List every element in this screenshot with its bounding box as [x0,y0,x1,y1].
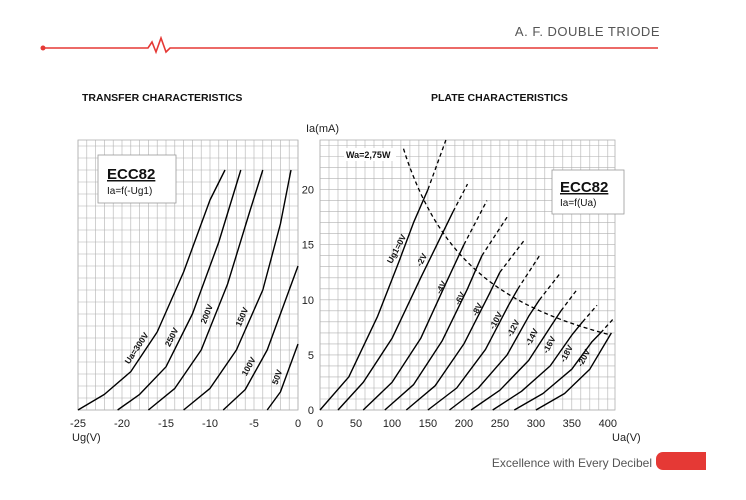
transfer-curve [266,343,299,411]
plate-y-tick: 10 [302,295,314,307]
power-label-box [344,148,396,161]
plate-curve [384,255,483,411]
plate-curve-label: -18V [558,343,575,364]
transfer-curves [77,169,299,411]
plate-x-tick: 150 [419,418,437,430]
pulse-line [42,36,658,55]
plate-curve [513,332,602,411]
plate-dashed-extension [538,271,562,301]
plate-curve [337,211,454,411]
plate-x-tick: 200 [455,418,473,430]
plate-curve-labels: Ug1=0V -2V-4V-6V-8V-10V -12V -14V -16V -18V -2… [385,232,593,368]
transfer-curve-label: 250V [163,326,181,349]
plate-chart-title: PLATE CHARACTERISTICS [431,92,568,104]
transfer-x-tick: -10 [202,418,218,430]
plate-x-tick: 50 [350,418,362,430]
transfer-curve [183,169,292,411]
transfer-x-tick: -15 [158,418,174,430]
transfer-curve [77,169,226,411]
plate-x-tick: 0 [317,418,323,430]
plate-y-tick: 20 [302,185,314,197]
footer-tagline: Excellence with Every Decibel [491,456,652,470]
plate-tick-labels: 0 50 100 150 200 250 300 350 400 0 5 10 15 20 [302,185,617,430]
plate-curve [319,189,429,411]
transfer-x-axis-title: Ug(V) [72,432,101,444]
transfer-chart-title: TRANSFER CHARACTERISTICS [82,92,243,104]
transfer-x-tick: 0 [295,418,301,430]
plate-curve [535,332,613,411]
plate-curve-label: Ug1=0V [385,232,409,265]
plate-curve-label: -10V [487,310,504,331]
plate-curve [492,321,584,411]
power-curve-label: Wa=2,75W [346,150,391,160]
plate-curve [449,299,541,411]
header-title: A. F. DOUBLE TRIODE [514,24,660,39]
plate-dashed-extension [600,318,615,334]
plate-curves [319,189,613,411]
plate-dashed-extension [517,255,541,290]
transfer-box-subtitle: Ia=f(-Ug1) [107,186,152,197]
transfer-x-tick: -5 [249,418,259,430]
plate-curve-label: -12V [504,318,521,339]
plate-x-tick: 100 [383,418,401,430]
plate-curve [362,244,465,411]
pulse-dot [40,45,46,51]
transfer-curve [147,169,264,411]
transfer-curve [222,265,299,411]
plate-dashed-extension [560,288,579,312]
plate-curve [427,288,519,411]
plate-y-tick: 0 [308,405,314,417]
plate-dashed-extension [463,200,488,246]
plate-box-title: ECC82 [560,179,608,196]
plate-curve [470,310,562,411]
plate-x-tick: 350 [563,418,581,430]
transfer-x-tick: -20 [114,418,130,430]
plate-dashed-extension [481,216,508,257]
transfer-curve [117,169,242,411]
plate-y-axis-title: Ia(mA) [306,123,339,135]
plate-curve [405,271,501,411]
plate-power-curve [402,148,608,335]
plate-dashed-extension [452,183,469,212]
plate-box-subtitle: Ia=f(Ua) [560,198,596,209]
plate-x-tick: 300 [527,418,545,430]
plate-dashed-extension [582,304,598,323]
transfer-tick-labels: -25 -20 -15 -10 -5 0 [70,418,301,430]
transfer-curve-label: 50V [270,368,285,386]
plate-x-tick: 250 [491,418,509,430]
transfer-x-tick: -25 [70,418,86,430]
plate-dashed-extension [427,139,447,190]
plate-dashed-curves [402,139,615,335]
transfer-label-box [97,154,177,204]
plate-y-tick: 15 [302,240,314,252]
header-accent-line [40,36,658,55]
plate-y-tick: 5 [308,350,314,362]
transfer-grid [77,139,299,411]
plate-x-axis-title: Ua(V) [612,432,641,444]
plate-x-tick: 400 [599,418,617,430]
transfer-box-title: ECC82 [107,166,155,183]
plate-curve-label: -8V [470,301,485,318]
plate-label-box [551,169,625,215]
footer-accent-block [656,452,706,470]
